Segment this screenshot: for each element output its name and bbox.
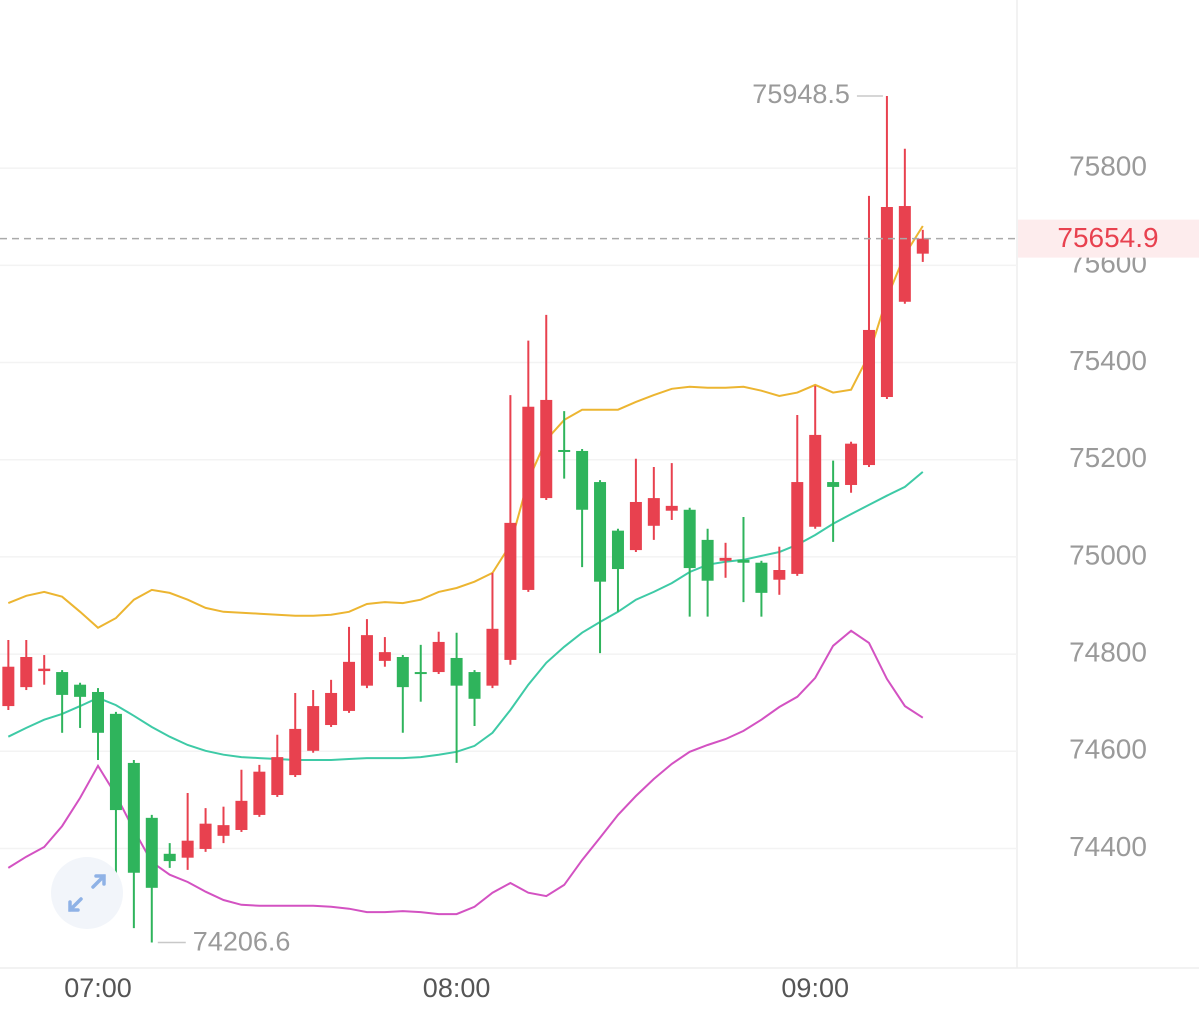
- candle-body: [522, 406, 535, 590]
- bands: [7, 225, 924, 916]
- band-line: [7, 471, 924, 761]
- band-line: [7, 629, 924, 916]
- candle-body: [450, 657, 463, 686]
- candle-body: [432, 641, 445, 673]
- expand-icon[interactable]: [68, 874, 106, 912]
- candle-body: [38, 668, 51, 672]
- candle-body: [20, 656, 33, 688]
- candle-body: [647, 498, 660, 526]
- candle-body: [701, 539, 714, 581]
- y-tick-label: 75800: [1069, 151, 1147, 182]
- candle-body: [540, 399, 553, 499]
- candle-body: [289, 728, 302, 776]
- candle-body: [558, 449, 571, 452]
- candle-body: [719, 557, 732, 561]
- labels: 7440074600748007500075200754007560075800…: [0, 79, 1199, 1003]
- candle-body: [791, 482, 804, 574]
- candle-body: [773, 570, 786, 580]
- candle-body: [845, 443, 858, 485]
- candle-body: [56, 672, 69, 695]
- expand-bg[interactable]: [51, 857, 123, 929]
- candle-body: [880, 207, 893, 398]
- candle-body: [109, 713, 122, 811]
- x-tick-label: 08:00: [423, 973, 491, 1003]
- candle-body: [199, 823, 212, 849]
- candle-body: [809, 434, 822, 527]
- y-tick-label: 75200: [1069, 442, 1147, 473]
- candle-body: [127, 762, 140, 873]
- candle-body: [683, 509, 696, 569]
- candle-body: [611, 530, 624, 570]
- band-line: [7, 225, 924, 630]
- current-price-box: [1018, 219, 1199, 258]
- y-tick-label: 74400: [1069, 831, 1147, 862]
- candle-body: [504, 522, 517, 660]
- y-tick-label: 75000: [1069, 539, 1147, 570]
- candle-body: [307, 706, 320, 751]
- candle-body: [576, 450, 589, 510]
- y-tick-label: 74600: [1069, 734, 1147, 765]
- candle-body: [468, 672, 481, 699]
- x-tick-label: 07:00: [64, 973, 132, 1003]
- current-price-label: 75654.9: [1057, 222, 1158, 253]
- candle-body: [253, 771, 266, 815]
- candle-body: [827, 482, 840, 487]
- candle-body: [755, 562, 768, 593]
- candle-body: [92, 691, 104, 733]
- candle-body: [898, 206, 911, 302]
- candle-body: [2, 666, 15, 707]
- candles: [2, 95, 929, 943]
- candle-body: [163, 853, 176, 862]
- candle-body: [916, 238, 929, 254]
- candle-body: [665, 505, 678, 511]
- expand-button[interactable]: [51, 857, 123, 929]
- candle-body: [325, 692, 338, 726]
- x-tick-label: 09:00: [781, 973, 849, 1003]
- candle-body: [235, 800, 248, 830]
- high-label: 75948.5: [752, 79, 850, 109]
- y-tick-label: 74800: [1069, 636, 1147, 667]
- candle-body: [396, 656, 409, 688]
- y-tick-label: 75400: [1069, 345, 1147, 376]
- candle-body: [378, 652, 391, 661]
- candle-body: [629, 501, 642, 551]
- candle-body: [217, 825, 230, 836]
- candle-body: [594, 482, 607, 582]
- candle-body: [181, 840, 194, 858]
- low-label: 74206.6: [193, 927, 291, 957]
- candle-body: [414, 672, 427, 675]
- candle-body: [360, 635, 373, 686]
- candle-body: [145, 817, 158, 888]
- candle-body: [343, 661, 356, 711]
- candle-body: [486, 628, 499, 686]
- candle-body: [271, 757, 284, 796]
- candle-body: [74, 684, 87, 697]
- candle-body: [737, 559, 750, 563]
- candle-body: [862, 329, 875, 466]
